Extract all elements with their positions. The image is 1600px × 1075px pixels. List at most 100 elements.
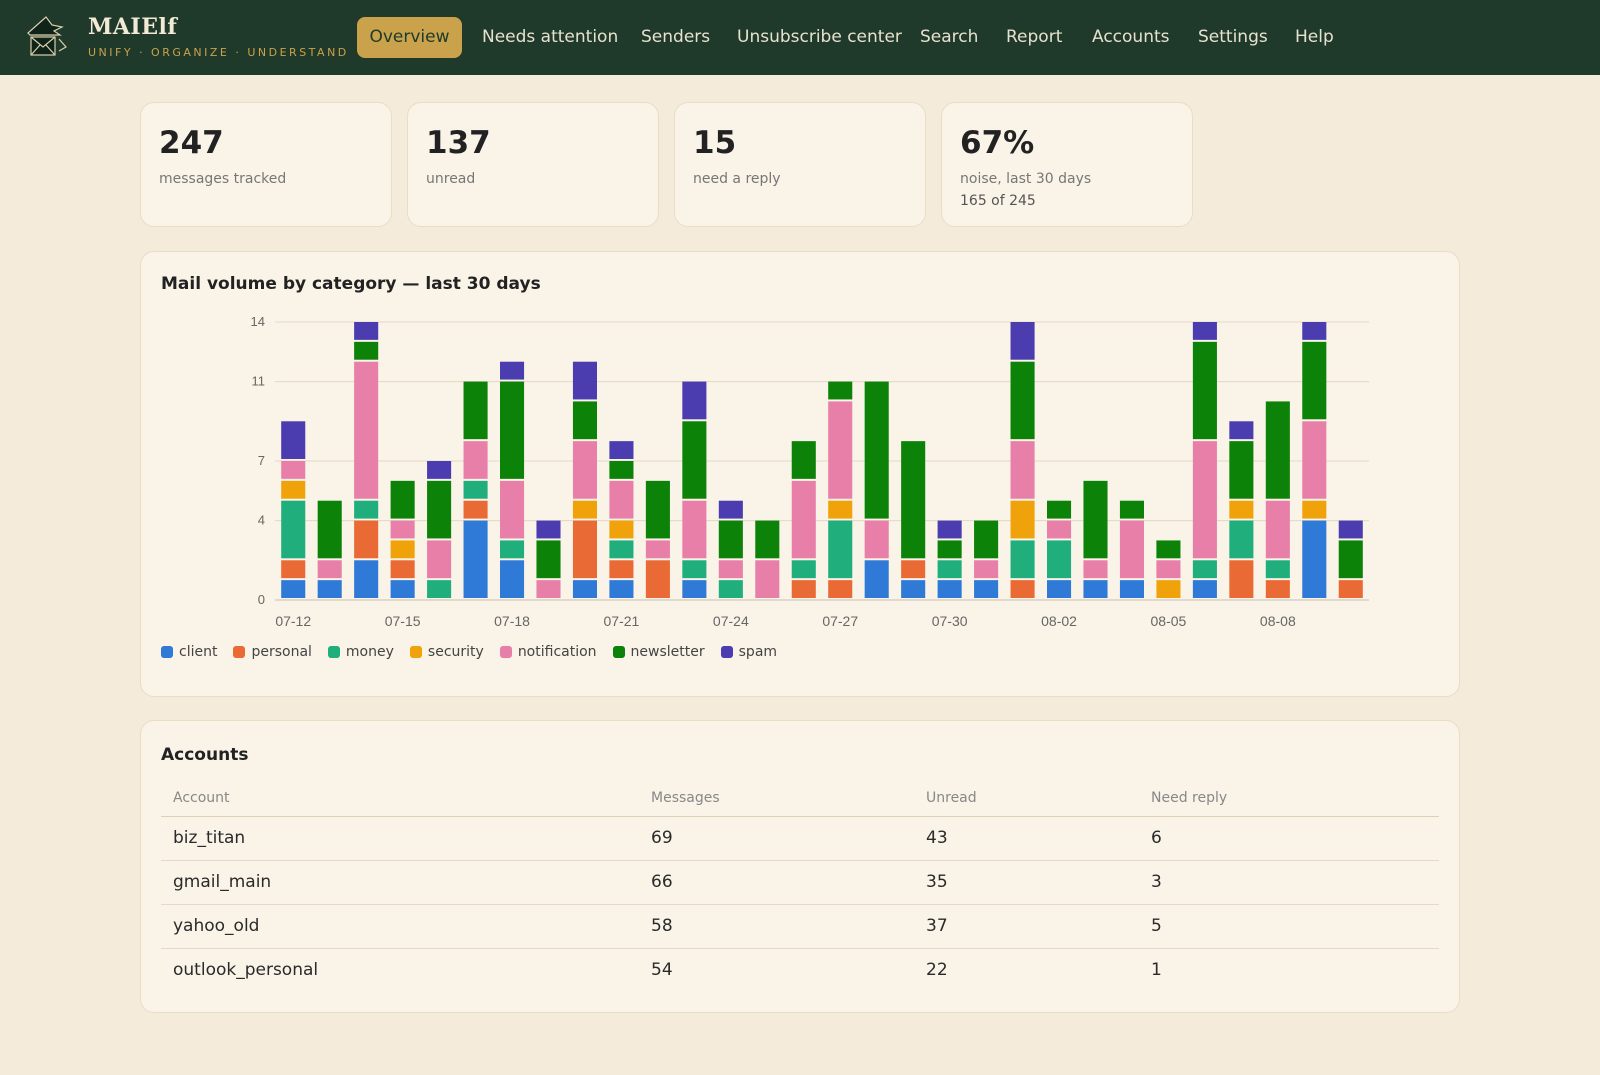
stat-card-need-reply: 15 need a reply [674, 102, 926, 227]
x-tick-label: 07-30 [932, 613, 968, 629]
legend-swatch [720, 646, 733, 658]
bar-segment-security [1302, 500, 1327, 519]
bar-segment-notification [1119, 520, 1145, 579]
bar-segment-money [354, 500, 379, 519]
bar-segment-security [828, 500, 853, 519]
legend-item-money[interactable]: money [327, 644, 394, 660]
bar-segment-client [974, 580, 999, 598]
column-header-need-reply[interactable]: Need reply [1139, 781, 1439, 817]
witch-hat-envelope-icon[interactable] [22, 13, 68, 59]
nav-report[interactable]: Report [1006, 27, 1063, 47]
nav-search[interactable]: Search [920, 27, 979, 47]
bar-segment-notification [1265, 500, 1290, 559]
nav-needs-attention[interactable]: Needs attention [482, 27, 619, 47]
y-tick-label: 14 [251, 314, 265, 329]
legend-label: notification [517, 644, 597, 660]
bar-segment-personal [281, 560, 306, 579]
nav-senders[interactable]: Senders [641, 27, 711, 47]
x-tick-label: 08-05 [1151, 613, 1187, 629]
table-row[interactable]: gmail_main 66 35 3 [161, 860, 1439, 905]
bar-segment-spam [536, 520, 561, 539]
column-header-account[interactable]: Account [161, 781, 639, 817]
bar-segment-notification [463, 441, 488, 479]
bar-segment-security [609, 520, 634, 539]
bar-segment-personal [1229, 560, 1254, 598]
bar-segment-client [1302, 520, 1327, 598]
bar-segment-client [1083, 580, 1108, 598]
column-header-messages[interactable]: Messages [639, 781, 914, 817]
bar-segment-spam [682, 381, 707, 420]
bar-segment-newsletter [682, 421, 707, 499]
bar-segment-personal [1338, 580, 1363, 598]
bar-segment-notification [1010, 441, 1035, 499]
bar-segment-money [1265, 560, 1290, 579]
bar-segment-security [1156, 580, 1181, 598]
bar-segment-spam [427, 461, 452, 479]
stat-label: noise, last 30 days [960, 171, 1092, 187]
stat-label: unread [426, 171, 476, 187]
account-name[interactable]: biz_titan [161, 816, 639, 861]
bar-segment-client [317, 580, 342, 598]
nav-settings[interactable]: Settings [1198, 27, 1268, 47]
nav-accounts[interactable]: Accounts [1092, 27, 1170, 47]
bar-segment-notification [791, 480, 816, 559]
chart-panel: Mail volume by category — last 30 days 0… [140, 251, 1460, 697]
legend-item-personal[interactable]: personal [233, 644, 312, 660]
bar-segment-notification [609, 480, 634, 519]
bar-segment-newsletter [718, 520, 743, 559]
app-name: MAIElf [88, 14, 178, 40]
bar-segment-notification [572, 441, 598, 499]
bar-segment-spam [354, 322, 379, 340]
bar-segment-newsletter [609, 461, 634, 479]
bar-segment-newsletter [1302, 341, 1327, 420]
need-reply-count: 5 [1139, 904, 1439, 949]
table-row[interactable]: yahoo_old 58 37 5 [161, 904, 1439, 949]
nav-overview[interactable]: Overview [357, 17, 462, 58]
bar-segment-spam [572, 361, 598, 400]
bar-segment-security [1010, 500, 1035, 539]
bar-segment-notification [427, 540, 452, 579]
chart-legend: client personal money security notification n… [161, 644, 777, 660]
bar-segment-client [281, 580, 306, 598]
account-name[interactable]: gmail_main [161, 860, 639, 905]
table-row[interactable]: biz_titan 69 43 6 [161, 816, 1439, 861]
legend-item-client[interactable]: client [161, 644, 217, 660]
bar-segment-spam [937, 520, 962, 539]
bar-segment-money [1046, 540, 1072, 579]
bar-segment-notification [755, 560, 780, 598]
nav-help[interactable]: Help [1295, 27, 1334, 47]
account-name[interactable]: outlook_personal [173, 960, 319, 981]
legend-item-notification[interactable]: notification [499, 644, 597, 660]
legend-item-spam[interactable]: spam [720, 644, 777, 660]
bar-segment-newsletter [1338, 540, 1363, 579]
nav-unsubscribe-center[interactable]: Unsubscribe center [737, 27, 902, 47]
bar-segment-newsletter [572, 401, 598, 440]
bar-segment-spam [1192, 322, 1217, 340]
bar-segment-client [1119, 580, 1145, 598]
bar-segment-client [609, 580, 634, 598]
table-row[interactable]: outlook_personal 54 22 1 [161, 948, 1439, 992]
stat-label: messages tracked [159, 171, 287, 187]
legend-swatch [499, 646, 512, 658]
legend-item-newsletter[interactable]: newsletter [612, 644, 705, 660]
stat-value: 137 [426, 125, 491, 161]
bar-segment-notification [390, 520, 415, 539]
bar-segment-security [1229, 500, 1254, 519]
bar-segment-newsletter [864, 381, 889, 519]
bar-segment-newsletter [463, 381, 488, 440]
bar-segment-newsletter [1229, 441, 1254, 499]
messages-count: 58 [639, 904, 914, 949]
bar-segment-security [390, 540, 415, 559]
legend-swatch [161, 646, 173, 658]
x-tick-label: 07-27 [822, 613, 858, 629]
column-header-unread[interactable]: Unread [914, 781, 1139, 817]
bar-segment-notification [354, 361, 379, 499]
legend-item-security[interactable]: security [409, 644, 484, 660]
account-name[interactable]: yahoo_old [161, 904, 639, 949]
bar-segment-client [1192, 580, 1217, 598]
bar-segment-notification [645, 540, 670, 559]
bar-segment-personal [1265, 580, 1290, 598]
bar-segment-client [864, 560, 889, 598]
legend-label: security [427, 644, 484, 660]
x-tick-label: 07-24 [713, 613, 749, 629]
